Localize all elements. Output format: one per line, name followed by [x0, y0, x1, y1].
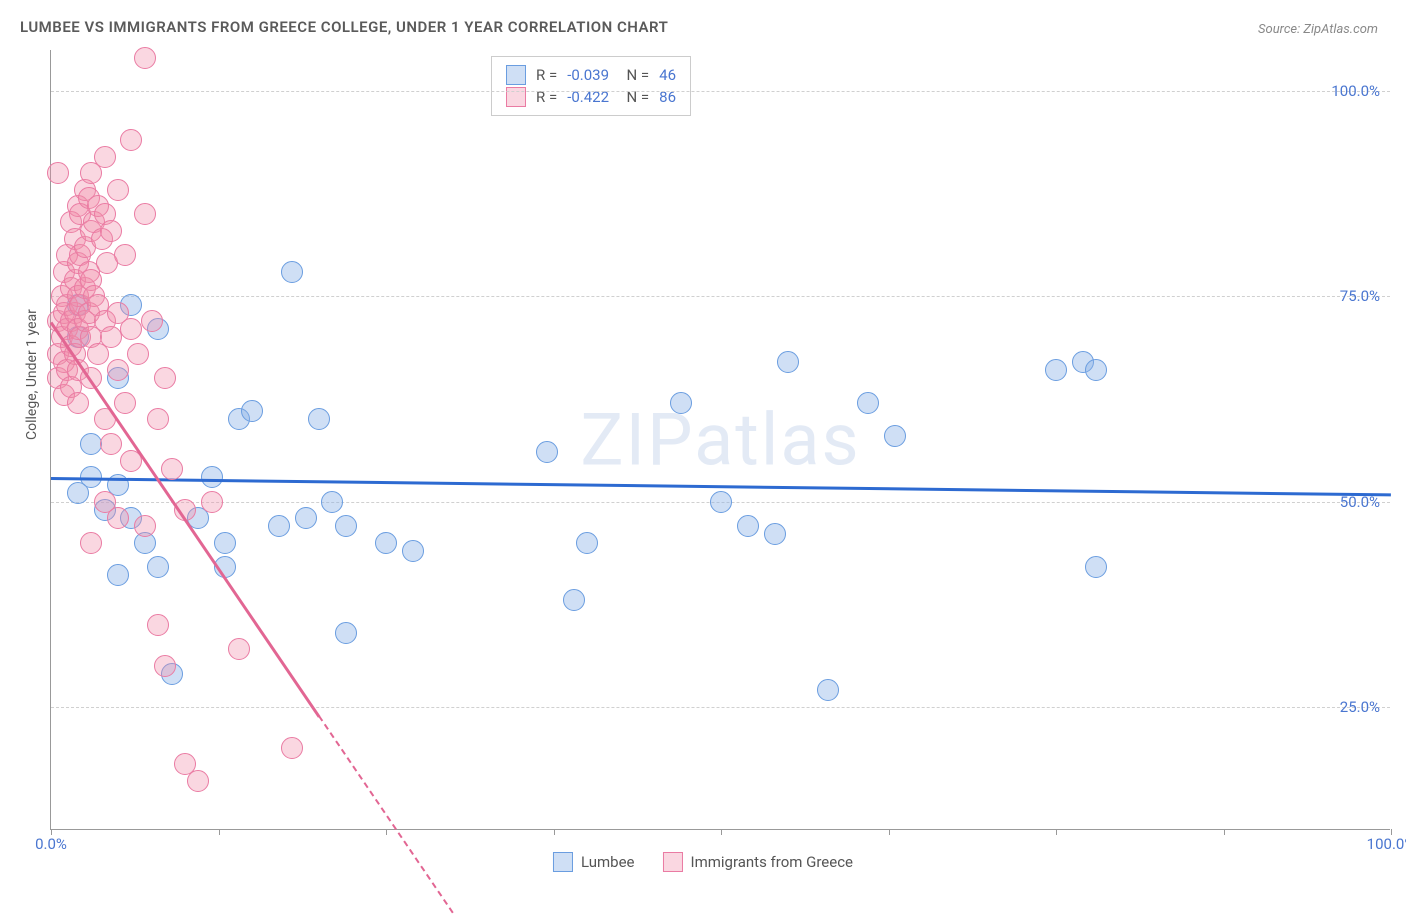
data-point	[817, 679, 839, 701]
data-point	[134, 515, 156, 537]
data-point	[161, 458, 183, 480]
data-point	[281, 737, 303, 759]
data-point	[141, 310, 163, 332]
data-point	[295, 507, 317, 529]
data-point	[241, 400, 263, 422]
legend-row: R = -0.422 N = 86	[506, 87, 676, 107]
data-point	[536, 441, 558, 463]
data-point	[47, 162, 69, 184]
data-point	[737, 515, 759, 537]
x-tick	[386, 829, 387, 835]
data-point	[147, 614, 169, 636]
gridline	[51, 707, 1390, 708]
data-point	[100, 220, 122, 242]
legend-swatch	[553, 852, 573, 872]
y-tick-label: 100.0%	[1331, 82, 1380, 100]
data-point	[80, 532, 102, 554]
legend-item: Lumbee	[553, 852, 635, 872]
data-point	[884, 425, 906, 447]
data-point	[100, 433, 122, 455]
legend-n-value: 46	[659, 66, 676, 84]
data-point	[335, 622, 357, 644]
data-point	[214, 532, 236, 554]
data-point	[154, 655, 176, 677]
data-point	[94, 146, 116, 168]
legend-swatch	[506, 87, 526, 107]
source-credit: Source: ZipAtlas.com	[1258, 22, 1378, 37]
x-tick	[721, 829, 722, 835]
gridline	[51, 296, 1390, 297]
trend-line-dashed	[318, 715, 454, 913]
data-point	[80, 433, 102, 455]
data-point	[710, 491, 732, 513]
data-point	[201, 466, 223, 488]
data-point	[268, 515, 290, 537]
data-point	[134, 47, 156, 69]
legend-n-label: N =	[619, 66, 649, 84]
data-point	[281, 261, 303, 283]
y-tick-label: 25.0%	[1340, 698, 1380, 716]
data-point	[114, 392, 136, 414]
x-tick-label: 100.0%	[1367, 835, 1406, 853]
data-point	[576, 532, 598, 554]
legend-correlation: R = -0.039 N = 46 R = -0.422 N = 86	[491, 56, 691, 116]
chart-title: LUMBEE VS IMMIGRANTS FROM GREECE COLLEGE…	[20, 18, 668, 36]
x-tick	[1056, 829, 1057, 835]
data-point	[107, 179, 129, 201]
data-point	[1085, 556, 1107, 578]
data-point	[154, 367, 176, 389]
data-point	[308, 408, 330, 430]
data-point	[67, 482, 89, 504]
data-point	[107, 564, 129, 586]
x-tick	[554, 829, 555, 835]
data-point	[134, 203, 156, 225]
y-axis-label: College, Under 1 year	[24, 309, 40, 440]
legend-r-value: -0.039	[567, 66, 609, 84]
data-point	[1085, 359, 1107, 381]
data-point	[187, 770, 209, 792]
gridline	[51, 91, 1390, 92]
data-point	[120, 129, 142, 151]
data-point	[120, 318, 142, 340]
data-point	[107, 359, 129, 381]
x-tick	[219, 829, 220, 835]
data-point	[670, 392, 692, 414]
legend-item: Immigrants from Greece	[662, 852, 853, 872]
data-point	[114, 244, 136, 266]
data-point	[1045, 359, 1067, 381]
data-point	[127, 343, 149, 365]
x-tick	[889, 829, 890, 835]
data-point	[100, 326, 122, 348]
legend-series: Lumbee Immigrants from Greece	[553, 852, 853, 872]
data-point	[201, 491, 223, 513]
legend-r-label: R =	[536, 66, 557, 84]
legend-label: Lumbee	[581, 853, 635, 871]
data-point	[563, 589, 585, 611]
x-tick	[1224, 829, 1225, 835]
y-tick-label: 75.0%	[1340, 287, 1380, 305]
data-point	[228, 638, 250, 660]
data-point	[764, 523, 786, 545]
watermark: ZIPatlas	[580, 397, 860, 482]
data-point	[857, 392, 879, 414]
data-point	[147, 408, 169, 430]
legend-label: Immigrants from Greece	[690, 853, 853, 871]
data-point	[402, 540, 424, 562]
data-point	[777, 351, 799, 373]
legend-swatch	[506, 65, 526, 85]
x-tick-label: 0.0%	[35, 835, 67, 853]
data-point	[321, 491, 343, 513]
legend-row: R = -0.039 N = 46	[506, 65, 676, 85]
data-point	[147, 556, 169, 578]
data-point	[335, 515, 357, 537]
plot-area: ZIPatlas R = -0.039 N = 46 R = -0.422 N …	[50, 50, 1390, 830]
legend-swatch	[662, 852, 682, 872]
data-point	[94, 491, 116, 513]
data-point	[375, 532, 397, 554]
data-point	[67, 392, 89, 414]
